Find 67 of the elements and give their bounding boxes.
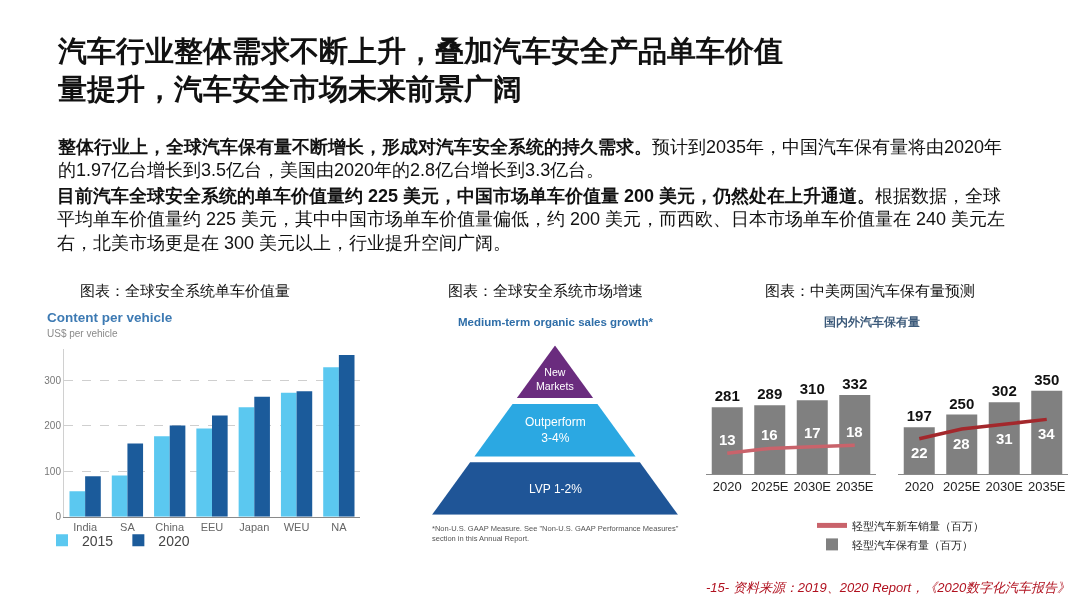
- x-tick-label: EEU: [200, 521, 224, 534]
- bar: [212, 415, 228, 517]
- category-label: New Markets: [536, 366, 574, 392]
- data-label: 31: [996, 430, 1013, 447]
- bar: [111, 475, 128, 517]
- data-label: 13: [719, 431, 736, 448]
- bar: [154, 436, 170, 517]
- y-tick-label: 300: [44, 374, 62, 386]
- bar: [296, 391, 313, 517]
- text: 整体行业上，全球汽车保有量不断增长，形成对汽车安全系统的持久需求。预计到2035年，中国汽车保有量将由2020年的1.97亿台增长到3.5亿台，美国由2020年的2.8亿台增长到3.3亿台。: [58, 137, 1003, 181]
- chart-subtitle: 国内外汽车保有量: [824, 315, 920, 328]
- x-tick-label: SA: [120, 521, 136, 534]
- text: 目前汽车全球安全系统的单车价值量约 225 美元，中国市场单车价值量 200 美元，仍然处在上升通道。根据数据，全球平均单车价值量约 225 美元，其中中国市场单车价值量偏低，约 200 美元，而西欧、日本市场单车价值量在 240 美元左右，北美市场更是在 300 美元以上，行业提升空间广阔。: [57, 186, 1006, 253]
- legend-label: 轻型汽车保有量（百万）: [852, 538, 973, 551]
- bar: [85, 476, 101, 517]
- y-tick-label: 0: [55, 511, 62, 523]
- x-tick-label: NA: [331, 521, 348, 534]
- text: Medium-term organic sales growth*: [458, 316, 654, 328]
- x-tick-label: 2020: [904, 478, 934, 494]
- data-label: 22: [911, 444, 928, 461]
- data-label: 310: [799, 380, 825, 398]
- data-label: 17: [804, 424, 821, 441]
- data-label: 16: [761, 426, 778, 443]
- x-tick-label: 2030E: [985, 478, 1024, 494]
- x-tick-label: 2020: [712, 478, 742, 494]
- legend-label: 轻型汽车新车销量（百万）: [852, 519, 984, 532]
- x-tick-label: 2025E: [942, 478, 981, 494]
- data-label: 289: [757, 385, 783, 403]
- data-label: 350: [1034, 370, 1060, 388]
- data-label: 18: [846, 423, 863, 440]
- data-label: 197: [906, 407, 932, 425]
- data-label: 332: [842, 375, 868, 393]
- x-tick-label: 2030E: [793, 478, 832, 494]
- y-axis-title: US$ per vehicle: [47, 328, 119, 339]
- data-label: 250: [949, 394, 975, 412]
- bar: [127, 443, 144, 517]
- data-label: 281: [714, 387, 740, 405]
- x-tick-label: 2035E: [1027, 478, 1066, 494]
- text: -15- 资料来源：2019、2020 Report，《2020数字化汽车报告》: [706, 580, 1071, 595]
- x-tick-label: China: [155, 521, 185, 534]
- bar: [196, 428, 212, 517]
- x-tick-label: 2035E: [835, 478, 874, 494]
- x-tick-label: WEU: [283, 521, 310, 534]
- category-label: Outperform 3-4%: [525, 415, 586, 445]
- data-label: 302: [991, 382, 1017, 400]
- text: 汽车行业整体需求不断上升，叠加汽车安全产品单车价值量提升，汽车安全市场未来前景广阔: [57, 35, 783, 105]
- legend-label: 2015: [82, 532, 114, 549]
- y-tick-label: 200: [44, 420, 62, 432]
- chart-title: 图表：中美两国汽车保有量预测: [765, 282, 975, 299]
- bar: [169, 425, 186, 517]
- data-label: 28: [953, 435, 970, 452]
- x-tick-label: India: [73, 521, 98, 534]
- bar: [238, 407, 255, 517]
- chart-subtitle: Content per vehicle: [47, 310, 173, 325]
- x-tick-label: 2025E: [750, 478, 789, 494]
- text: 图表：全球安全系统市场增速: [448, 282, 643, 299]
- data-label: 34: [1038, 425, 1056, 442]
- y-tick-label: 100: [44, 465, 62, 477]
- bar: [69, 491, 86, 517]
- chart-title: 图表：全球安全系统单车价值量: [80, 282, 290, 299]
- bar: [254, 396, 270, 517]
- bar: [280, 392, 297, 517]
- category-label: LVP 1-2%: [529, 482, 583, 496]
- x-tick-label: Japan: [239, 521, 270, 534]
- bar: [338, 354, 355, 517]
- legend-label: 2020: [158, 532, 190, 549]
- bar: [323, 367, 339, 517]
